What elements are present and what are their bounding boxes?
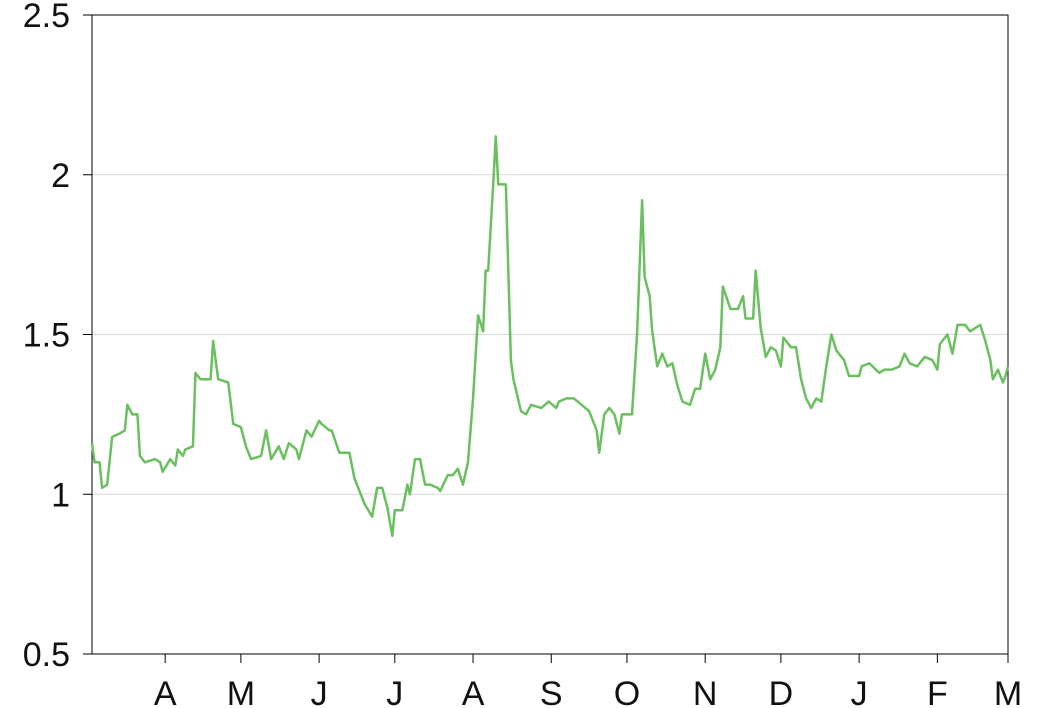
- x-tick-label: N: [693, 675, 718, 708]
- x-tick-label: O: [614, 675, 640, 708]
- y-tick-label: 2: [51, 157, 70, 195]
- y-tick-label: 1.5: [23, 317, 70, 355]
- data-line: [90, 135, 1010, 538]
- x-tick-label: J: [311, 675, 328, 708]
- x-tick-label: S: [540, 675, 563, 708]
- x-tick-label: M: [227, 675, 255, 708]
- y-tick-label: 2.5: [23, 0, 70, 35]
- plot-frame: [91, 14, 1009, 655]
- y-tick-label: 1: [51, 476, 70, 514]
- y-tick-label: 0.5: [23, 636, 70, 674]
- x-tick-label: A: [462, 675, 485, 708]
- x-tick-label: J: [851, 675, 868, 708]
- x-tick-label: M: [994, 675, 1022, 708]
- x-tick-label: F: [927, 675, 948, 708]
- x-tick-label: J: [386, 675, 403, 708]
- x-tick-label: A: [154, 675, 177, 708]
- x-tick-label: D: [769, 675, 794, 708]
